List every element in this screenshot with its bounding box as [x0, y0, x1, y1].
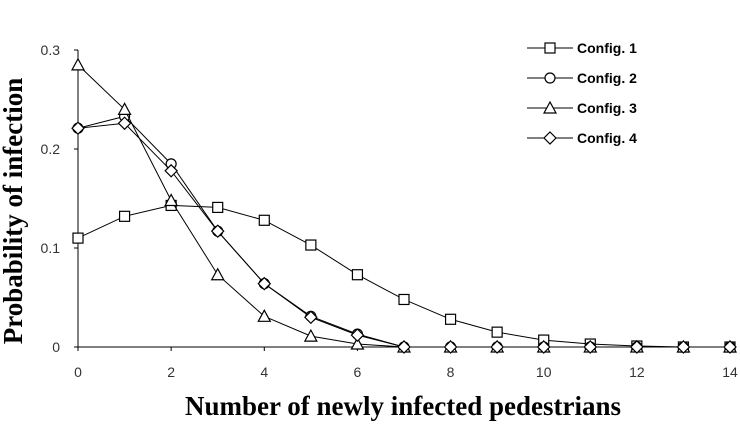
- series-line: [77, 204, 730, 348]
- data-point: [350, 328, 365, 342]
- x-tick-label: 0: [74, 364, 82, 380]
- data-point: [304, 310, 318, 325]
- data-point: [117, 102, 132, 116]
- x-tick-label: 12: [629, 364, 645, 380]
- data-point: [491, 326, 503, 338]
- y-axis-title: Probability of infection: [0, 78, 28, 345]
- data-point: [257, 309, 272, 322]
- data-point: [258, 214, 270, 226]
- x-tick-label: 6: [354, 364, 362, 380]
- legend-label: Config. 4: [577, 130, 637, 146]
- series-1: [72, 199, 736, 353]
- data-point: [303, 328, 318, 342]
- y-tick-label: 0.2: [41, 141, 61, 157]
- data-point: [210, 224, 225, 239]
- x-tick-label: 14: [722, 364, 738, 380]
- data-point: [305, 239, 317, 251]
- data-point: [397, 340, 411, 354]
- x-tick-label: 10: [536, 364, 552, 380]
- y-tick-label: 0: [52, 339, 60, 355]
- data-point: [490, 340, 504, 354]
- data-point: [164, 193, 179, 207]
- data-point: [72, 232, 84, 244]
- data-point: [630, 340, 644, 354]
- x-tick-label: 8: [447, 364, 455, 380]
- data-point: [676, 340, 691, 354]
- data-point: [398, 293, 410, 306]
- data-point: [723, 340, 737, 354]
- data-point: [70, 57, 86, 71]
- data-point: [118, 210, 131, 222]
- legend-marker: [543, 131, 557, 145]
- legend-marker: [542, 100, 558, 114]
- series-2: [72, 110, 736, 353]
- data-point: [164, 163, 178, 178]
- x-axis-title: Number of newly infected pedestrians: [185, 391, 621, 421]
- legend-item: Config. 1: [527, 40, 637, 56]
- series-line: [77, 122, 730, 348]
- data-point: [351, 269, 364, 281]
- legend-item: Config. 4: [527, 130, 637, 146]
- data-point: [71, 121, 85, 136]
- legend-label: Config. 2: [577, 70, 637, 86]
- data-point: [444, 313, 457, 325]
- legend-item: Config. 2: [527, 70, 637, 86]
- series-4: [71, 116, 737, 354]
- legend-marker: [544, 42, 556, 54]
- legend-marker: [544, 72, 556, 84]
- legend-label: Config. 3: [577, 100, 637, 116]
- data-point: [350, 336, 365, 350]
- series-group: [70, 57, 738, 354]
- series-line: [77, 115, 730, 348]
- data-point: [212, 201, 224, 214]
- data-point: [117, 116, 132, 131]
- legend-item: Config. 3: [527, 100, 637, 116]
- data-point: [257, 276, 272, 291]
- x-tick-label: 2: [167, 364, 175, 380]
- x-tick-label: 4: [260, 364, 268, 380]
- legend-label: Config. 1: [577, 40, 637, 56]
- data-point: [583, 340, 598, 354]
- y-tick-label: 0.3: [41, 42, 61, 58]
- legend: Config. 1 Config. 2 Config. 3 Config. 4: [527, 40, 637, 146]
- tick-labels: 0 2 4 6 8 10 12 14 0 0.1 0.2 0.3: [41, 42, 738, 380]
- y-tick-label: 0.1: [41, 240, 61, 256]
- data-point: [210, 267, 225, 281]
- data-point: [443, 340, 458, 354]
- data-point: [536, 340, 551, 354]
